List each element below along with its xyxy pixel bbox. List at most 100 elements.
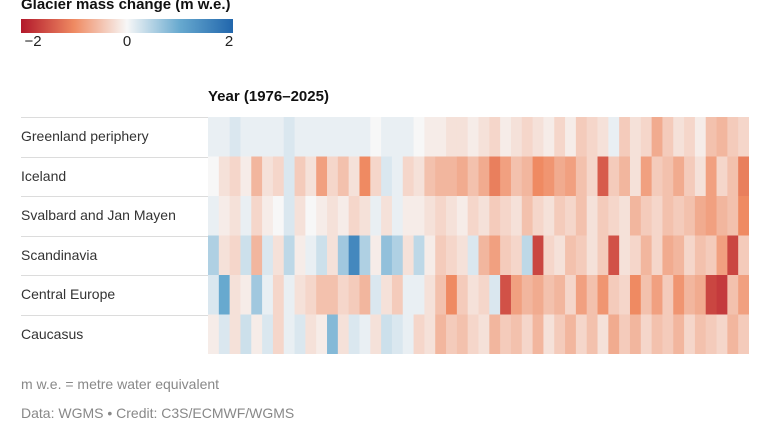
heatmap-cell (500, 275, 512, 315)
heatmap-cell (521, 275, 533, 315)
heatmap-cell (359, 314, 371, 354)
heatmap-cell (337, 275, 350, 315)
heatmap-cell (251, 275, 263, 315)
heatmap-cell (521, 156, 533, 196)
heatmap-cell (240, 117, 252, 157)
heatmap-cell (510, 117, 523, 157)
heatmap-cell (294, 275, 306, 315)
heatmap-cell (435, 196, 447, 236)
heatmap-cell (391, 117, 404, 157)
heatmap-cell (272, 275, 285, 315)
heatmap-cell (510, 275, 523, 315)
heatmap-cell (629, 117, 642, 157)
heatmap-cell (489, 235, 501, 275)
heatmap-cell (586, 156, 598, 196)
heatmap-cell (554, 235, 566, 275)
heatmap-cell (629, 235, 642, 275)
heatmap-cell (684, 275, 696, 315)
heatmap-cell (413, 275, 425, 315)
heatmap-cell (489, 117, 501, 157)
heatmap-cell (705, 156, 717, 196)
heatmap-cell (575, 156, 588, 196)
heatmap-cell (500, 314, 512, 354)
heatmap-cell (294, 196, 306, 236)
heatmap-cell (684, 117, 696, 157)
heatmap-cell (424, 156, 436, 196)
heatmap-cell (391, 196, 404, 236)
heatmap-cell (640, 235, 653, 275)
legend-tick-min: −2 (24, 33, 42, 50)
heatmap-cell (272, 117, 285, 157)
heatmap-cell (208, 156, 220, 196)
heatmap-cell (597, 156, 609, 196)
heatmap-cell (705, 235, 717, 275)
heatmap-cell (272, 156, 285, 196)
heatmap-cell (727, 196, 739, 236)
heatmap-cell (597, 117, 609, 157)
source-credit: Data: WGMS • Credit: C3S/ECMWF/WGMS (21, 405, 295, 421)
heatmap-cell (673, 196, 685, 236)
heatmap-cell (640, 156, 653, 196)
heatmap-cell (283, 117, 295, 157)
heatmap-cell (478, 314, 490, 354)
heatmap-cell (467, 117, 479, 157)
heatmap-cell (640, 275, 653, 315)
heatmap-cell (251, 314, 263, 354)
heatmap-cell (337, 314, 350, 354)
heatmap-cell (629, 275, 642, 315)
heatmap-cell (359, 156, 371, 196)
heatmap-cell (651, 275, 663, 315)
heatmap-cell (413, 156, 425, 196)
heatmap-cell (467, 275, 479, 315)
heatmap-cell (608, 156, 620, 196)
heatmap-cell (716, 235, 728, 275)
heatmap-cell (586, 235, 598, 275)
legend-tick-max: 2 (224, 33, 234, 50)
heatmap-cell (218, 275, 231, 315)
heatmap-cell (218, 196, 231, 236)
heatmap-cell (716, 275, 728, 315)
heatmap-cell (456, 235, 469, 275)
heatmap-cell (597, 196, 609, 236)
heatmap-cell (705, 117, 717, 157)
heatmap-cell (608, 117, 620, 157)
heatmap-cell (727, 235, 739, 275)
heatmap-cell (619, 117, 631, 157)
heatmap-cell (727, 275, 739, 315)
heatmap-cell (283, 156, 295, 196)
heatmap-cell (435, 235, 447, 275)
heatmap-cell (446, 117, 458, 157)
legend-colorbar (21, 19, 233, 33)
heatmap-cell (294, 156, 306, 196)
heatmap-cell (619, 314, 631, 354)
heatmap-cell (283, 196, 295, 236)
heatmap-cell (262, 117, 274, 157)
heatmap-cell (684, 156, 696, 196)
region-label: Scandinavia (21, 246, 98, 263)
heatmap-cell (619, 156, 631, 196)
heatmap-cell (294, 235, 306, 275)
heatmap-cell (575, 117, 588, 157)
heatmap-cell (272, 196, 285, 236)
heatmap-cell (532, 196, 544, 236)
heatmap-cell (294, 314, 306, 354)
heatmap-cell (738, 235, 749, 275)
heatmap-cell (370, 314, 382, 354)
heatmap-cell (370, 156, 382, 196)
heatmap-cell (391, 235, 404, 275)
heatmap-cell (370, 235, 382, 275)
heatmap-cell (478, 117, 490, 157)
heatmap-cell (283, 314, 295, 354)
heatmap-cell (738, 314, 749, 354)
heatmap-cell (305, 196, 317, 236)
heatmap-cell (673, 235, 685, 275)
heatmap-cell (597, 275, 609, 315)
heatmap-cell (478, 275, 490, 315)
heatmap-cell (640, 117, 653, 157)
heatmap-cell (543, 117, 555, 157)
region-label: Central Europe (21, 286, 116, 302)
heatmap-cell (673, 314, 685, 354)
heatmap-cell (662, 156, 674, 196)
heatmap-cell (608, 275, 620, 315)
heatmap-cell (662, 117, 674, 157)
